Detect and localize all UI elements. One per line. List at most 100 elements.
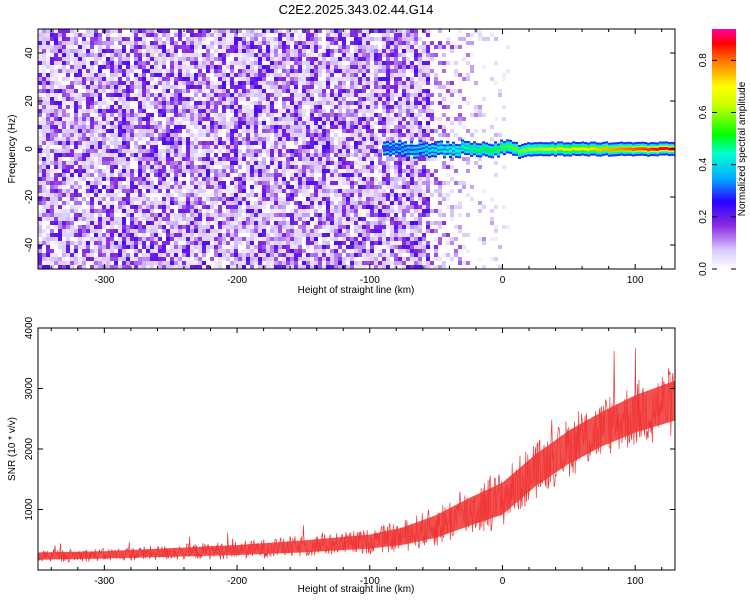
heatmap-cell <box>42 129 46 133</box>
heatmap-cell <box>186 205 190 209</box>
heatmap-cell <box>266 129 270 133</box>
heatmap-cell <box>174 149 178 153</box>
heatmap-cell <box>138 205 142 209</box>
heatmap-cell <box>334 257 338 261</box>
heatmap-cell <box>234 257 238 261</box>
heatmap-cell <box>54 105 58 109</box>
heatmap-cell <box>410 49 414 53</box>
heatmap-cell <box>190 97 194 101</box>
heatmap-cell <box>126 209 130 213</box>
heatmap-cell <box>386 137 390 141</box>
heatmap-cell <box>186 53 190 57</box>
heatmap-cell <box>126 101 130 105</box>
heatmap-cell <box>242 81 246 85</box>
heatmap-cell <box>122 197 126 201</box>
heatmap-cell <box>262 69 266 73</box>
heatmap-cell <box>262 37 266 41</box>
heatmap-cell <box>126 197 130 201</box>
heatmap-cell <box>326 113 330 117</box>
heatmap-cell <box>226 89 230 93</box>
heatmap-cell <box>358 37 362 41</box>
heatmap-cell <box>374 185 378 189</box>
heatmap-cell <box>134 65 138 69</box>
heatmap-cell <box>402 181 406 185</box>
heatmap-cell <box>306 241 310 245</box>
heatmap-cell <box>326 221 330 225</box>
heatmap-cell <box>238 29 242 33</box>
heatmap-cell <box>206 165 210 169</box>
heatmap-cell <box>78 169 82 173</box>
heatmap-cell <box>350 221 354 225</box>
heatmap-cell <box>170 133 174 137</box>
heatmap-cell <box>70 181 74 185</box>
heatmap-cell <box>242 33 246 37</box>
heatmap-cell <box>122 237 126 241</box>
heatmap-cell <box>106 45 110 49</box>
heatmap-cell <box>62 105 66 109</box>
heatmap-cell <box>210 201 214 205</box>
heatmap-cell <box>130 33 134 37</box>
heatmap-cell <box>130 221 134 225</box>
heatmap-cell <box>406 105 410 109</box>
heatmap-cell <box>58 37 62 41</box>
heatmap-cell <box>414 165 418 169</box>
heatmap-cell <box>258 201 262 205</box>
heatmap-cell <box>222 53 226 57</box>
heatmap-cell <box>422 105 426 109</box>
heatmap-cell <box>410 193 414 197</box>
heatmap-cell <box>278 29 282 33</box>
heatmap-cell <box>182 161 186 165</box>
heatmap-cell <box>50 229 54 233</box>
heatmap-cell <box>254 149 258 153</box>
heatmap-cell <box>106 29 110 33</box>
heatmap-cell <box>102 233 106 237</box>
heatmap-cell <box>310 33 314 37</box>
heatmap-cell <box>382 129 386 133</box>
heatmap-cell <box>66 61 70 65</box>
heatmap-cell <box>182 165 186 169</box>
heatmap-cell <box>194 45 198 49</box>
heatmap-cell <box>42 253 46 257</box>
heatmap-cell <box>98 177 102 181</box>
heatmap-cell <box>350 129 354 133</box>
heatmap-cell <box>334 173 338 177</box>
heatmap-cell <box>166 73 170 77</box>
heatmap-cell <box>414 169 418 173</box>
heatmap-cell <box>50 65 54 69</box>
heatmap-cell <box>78 177 82 181</box>
heatmap-cell <box>242 253 246 257</box>
heatmap-cell <box>270 89 274 93</box>
heatmap-cell <box>354 85 358 89</box>
heatmap-cell <box>150 133 154 137</box>
heatmap-cell <box>126 193 130 197</box>
heatmap-cell <box>270 53 274 57</box>
heatmap-cell <box>194 101 198 105</box>
heatmap-cell <box>174 93 178 97</box>
heatmap-cell <box>154 61 158 65</box>
heatmap-cell <box>210 129 214 133</box>
heatmap-cell <box>94 249 98 253</box>
heatmap-cell <box>162 101 166 105</box>
heatmap-cell <box>390 225 394 229</box>
heatmap-cell <box>422 65 426 69</box>
heatmap-cell <box>342 265 346 269</box>
heatmap-cell <box>130 97 134 101</box>
heatmap-cell <box>234 85 238 89</box>
heatmap-cell <box>146 153 150 157</box>
heatmap-cell <box>362 61 366 65</box>
heatmap-cell <box>234 49 238 53</box>
heatmap-cell <box>70 137 74 141</box>
heatmap-cell <box>186 145 190 149</box>
heatmap-cell <box>330 121 334 125</box>
heatmap-cell <box>90 225 94 229</box>
heatmap-cell <box>50 141 54 145</box>
heatmap-cell <box>94 209 98 213</box>
heatmap-cell <box>338 201 342 205</box>
heatmap-cell <box>98 73 102 77</box>
heatmap-cell <box>186 221 190 225</box>
heatmap-cell <box>150 237 154 241</box>
heatmap-cell <box>254 85 258 89</box>
heatmap-cell <box>110 229 114 233</box>
heatmap-cell <box>322 89 326 93</box>
heatmap-cell <box>122 113 126 117</box>
